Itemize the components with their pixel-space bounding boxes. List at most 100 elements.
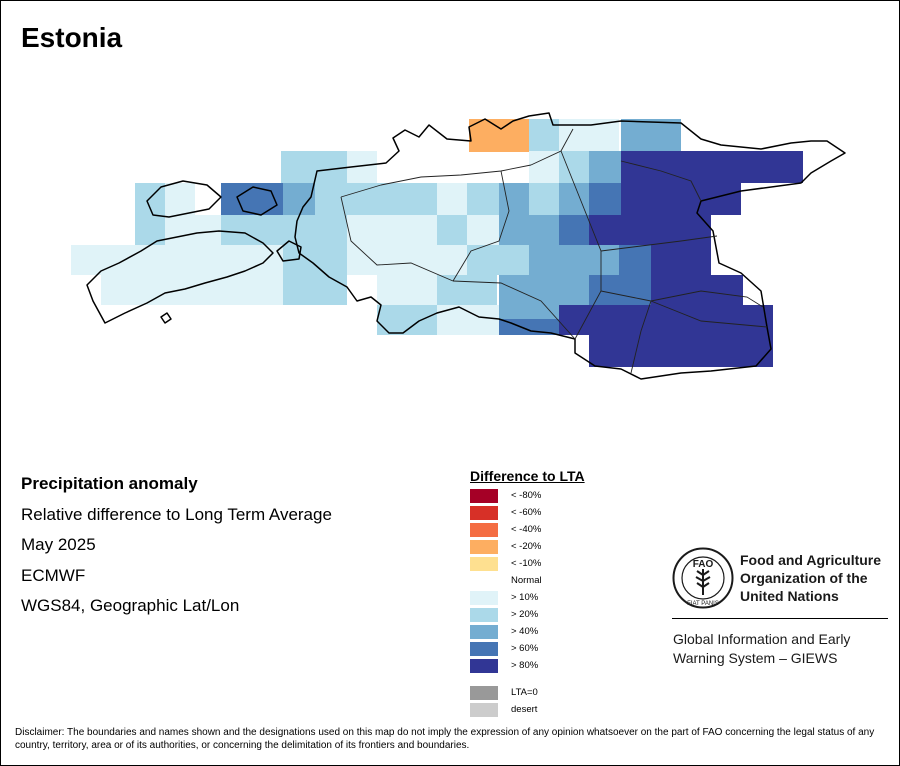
anomaly-cell	[377, 275, 437, 305]
legend-label: < -40%	[511, 524, 542, 535]
legend-swatch	[470, 686, 498, 700]
county-border	[340, 164, 532, 198]
legend-swatch	[470, 506, 498, 520]
seal-motto: FIAT PANIS	[687, 601, 719, 607]
muhu-outline	[276, 240, 302, 262]
giews-line: Global Information and Early	[673, 631, 851, 647]
anomaly-cell	[221, 275, 283, 305]
county-border	[452, 280, 576, 340]
legend-swatch	[470, 540, 498, 554]
county-border	[452, 170, 510, 282]
anomaly-cell	[469, 119, 529, 152]
legend-label: LTA=0	[511, 687, 538, 698]
anomaly-cell	[589, 183, 621, 215]
anomaly-cell	[589, 151, 621, 183]
anomaly-cell	[529, 215, 559, 245]
anomaly-cell	[619, 245, 651, 275]
anomaly-cell	[589, 335, 773, 367]
fao-name-line: Food and Agriculture	[740, 552, 882, 568]
anomaly-cell	[529, 119, 559, 152]
giews-line: Warning System – GIEWS	[673, 650, 838, 666]
legend-label: < -80%	[511, 490, 542, 501]
anomaly-cell	[559, 119, 619, 152]
logo-divider	[672, 618, 888, 619]
saaremaa-outline	[86, 230, 274, 324]
legend-label: > 40%	[511, 626, 539, 637]
anomaly-cell	[347, 245, 377, 275]
anomaly-grid	[71, 119, 803, 367]
anomaly-cell	[499, 215, 529, 245]
anomaly-cell	[165, 183, 195, 215]
mainland-outline	[294, 112, 846, 380]
anomaly-cell	[221, 215, 281, 245]
anomaly-cell	[467, 183, 499, 215]
fao-name-line: United Nations	[740, 588, 839, 604]
anomaly-cell	[499, 245, 529, 275]
anomaly-cell	[437, 305, 499, 335]
anomaly-cell	[559, 215, 589, 245]
anomaly-cell	[101, 245, 221, 275]
anomaly-cell	[283, 275, 347, 305]
precipitation-anomaly-map	[71, 112, 846, 380]
legend-swatch	[470, 608, 498, 622]
country-outline	[86, 112, 846, 380]
county-border	[600, 235, 718, 252]
info-description: Relative difference to Long Term Average	[21, 505, 332, 524]
anomaly-cell	[437, 183, 467, 215]
anomaly-cell	[437, 215, 467, 245]
anomaly-cell	[377, 245, 467, 275]
fao-logo-icon: FAO FIAT PANIS	[672, 547, 734, 609]
anomaly-cell	[651, 245, 711, 275]
anomaly-cell	[165, 215, 221, 245]
seal-letters: FAO	[693, 559, 714, 570]
vormsi-outline	[236, 186, 278, 216]
info-period: May 2025	[21, 535, 96, 554]
anomaly-cell	[499, 275, 589, 305]
anomaly-cell	[621, 119, 681, 152]
fao-name-line: Organization of the	[740, 570, 868, 586]
legend-swatch	[470, 625, 498, 639]
legend-swatch	[470, 591, 498, 605]
county-borders	[340, 128, 768, 374]
legend-swatch	[470, 557, 498, 571]
legend-swatch	[470, 523, 498, 537]
legend-swatch	[470, 659, 498, 673]
info-projection: WGS84, Geographic Lat/Lon	[21, 596, 240, 615]
anomaly-cell	[499, 183, 529, 215]
anomaly-cell	[559, 305, 773, 335]
anomaly-cell	[281, 151, 347, 183]
anomaly-cell	[467, 215, 499, 245]
anomaly-cell	[621, 183, 741, 215]
legend-label: Normal	[511, 575, 542, 586]
anomaly-cell	[281, 215, 347, 245]
legend-label: < -10%	[511, 558, 542, 569]
anomaly-cell	[559, 151, 589, 183]
legend-title: Difference to LTA	[470, 468, 585, 484]
legend-label: > 60%	[511, 643, 539, 654]
county-border	[340, 196, 454, 282]
anomaly-cell	[589, 275, 651, 305]
legend-label: > 80%	[511, 660, 539, 671]
county-border	[620, 160, 702, 202]
county-border	[650, 290, 764, 308]
legend-swatch	[470, 703, 498, 717]
anomaly-cell	[589, 215, 711, 245]
anomaly-cell	[589, 245, 619, 275]
anomaly-cell	[101, 275, 221, 305]
anomaly-cell	[467, 245, 499, 275]
legend-label: < -60%	[511, 507, 542, 518]
legend-label: > 20%	[511, 609, 539, 620]
info-heading: Precipitation anomaly	[21, 474, 198, 493]
info-source: ECMWF	[21, 566, 86, 585]
ruhnu-outline	[160, 312, 172, 324]
hiiumaa-outline	[146, 180, 222, 218]
legend-swatch	[470, 489, 498, 503]
county-border	[650, 300, 768, 328]
anomaly-cell	[315, 183, 347, 215]
map-title: Estonia	[21, 22, 123, 53]
legend-swatch	[470, 642, 498, 656]
anomaly-cell	[621, 151, 803, 183]
anomaly-cell	[71, 245, 101, 275]
legend-label: > 10%	[511, 592, 539, 603]
